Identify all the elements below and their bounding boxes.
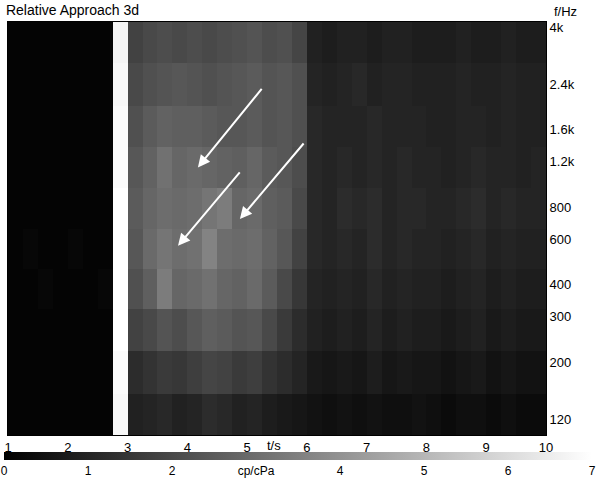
svg-text:t/s: t/s	[267, 438, 281, 453]
svg-text:7: 7	[589, 464, 596, 478]
svg-text:4: 4	[184, 440, 191, 455]
svg-text:3: 3	[124, 440, 131, 455]
svg-text:5: 5	[243, 440, 250, 455]
svg-text:2: 2	[169, 464, 176, 478]
svg-text:6: 6	[505, 464, 512, 478]
svg-text:120: 120	[550, 412, 572, 427]
svg-text:8: 8	[423, 440, 430, 455]
svg-text:0: 0	[1, 464, 8, 478]
svg-text:9: 9	[483, 440, 490, 455]
svg-text:4k: 4k	[550, 20, 564, 35]
svg-text:5: 5	[421, 464, 428, 478]
svg-text:1: 1	[85, 464, 92, 478]
svg-text:4: 4	[337, 464, 344, 478]
svg-text:200: 200	[550, 355, 572, 370]
svg-text:300: 300	[550, 309, 572, 324]
svg-text:1.6k: 1.6k	[550, 122, 575, 137]
svg-text:1.2k: 1.2k	[550, 154, 575, 169]
svg-text:600: 600	[550, 232, 572, 247]
svg-text:7: 7	[363, 440, 370, 455]
svg-text:f/Hz: f/Hz	[554, 4, 577, 19]
svg-text:1: 1	[4, 440, 11, 455]
svg-text:6: 6	[303, 440, 310, 455]
svg-text:10: 10	[539, 440, 553, 455]
svg-text:2: 2	[64, 440, 71, 455]
svg-text:800: 800	[550, 200, 572, 215]
svg-text:cp/cPa: cp/cPa	[238, 464, 275, 478]
svg-text:400: 400	[550, 277, 572, 292]
svg-text:2.4k: 2.4k	[550, 77, 575, 92]
svg-text:Relative Approach 3d: Relative Approach 3d	[6, 2, 139, 18]
